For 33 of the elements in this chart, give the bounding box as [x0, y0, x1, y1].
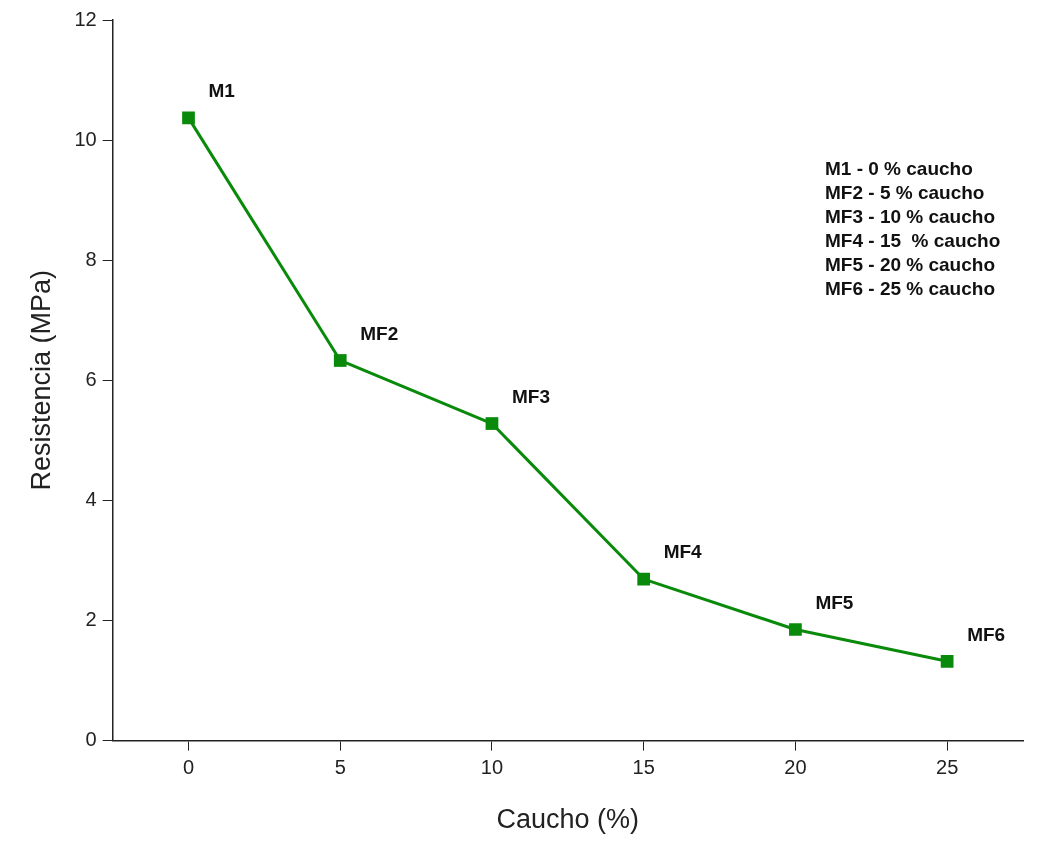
annotation: MF6 - 25 % caucho	[825, 278, 995, 300]
point	[333, 354, 347, 367]
y-tick-label: 8	[85, 247, 97, 270]
annotation: MF5	[815, 591, 854, 613]
y-tick-label: 12	[74, 7, 97, 30]
point	[485, 417, 499, 430]
y-tick-label: 4	[85, 487, 97, 510]
point	[637, 572, 651, 586]
y-axis-title: Resistencia (MPa)	[25, 270, 56, 491]
annotation: MF6	[967, 623, 1006, 645]
y-tick-label: 6	[85, 367, 97, 390]
x-tick-label: 20	[784, 756, 807, 779]
x-tick-label: 25	[936, 756, 959, 779]
x-tick-label: 15	[632, 756, 655, 779]
annotation: MF3	[511, 385, 550, 407]
x-tick-label: 5	[334, 756, 346, 779]
x-axis-title: Caucho (%)	[496, 804, 640, 835]
y-tick-label: 0	[85, 728, 97, 751]
annotation: MF2	[360, 322, 399, 344]
annotation: MF4	[663, 541, 703, 563]
annotation: MF5 - 20 % caucho	[825, 254, 995, 276]
y-tick-label: 10	[74, 127, 97, 150]
annotation: M1 - 0 % caucho	[825, 158, 973, 180]
y-tick-label: 2	[85, 608, 97, 631]
annotation: MF4 - 15 % caucho	[825, 230, 1001, 252]
x-tick-label: 0	[182, 756, 195, 779]
annotation: M1	[208, 80, 236, 102]
x-tick-label: 10	[480, 756, 504, 779]
point	[789, 623, 802, 636]
annotation: MF3 - 10 % caucho	[825, 206, 995, 228]
annotation: MF2 - 5 % caucho	[825, 182, 985, 204]
point	[940, 654, 954, 668]
point	[182, 111, 195, 125]
